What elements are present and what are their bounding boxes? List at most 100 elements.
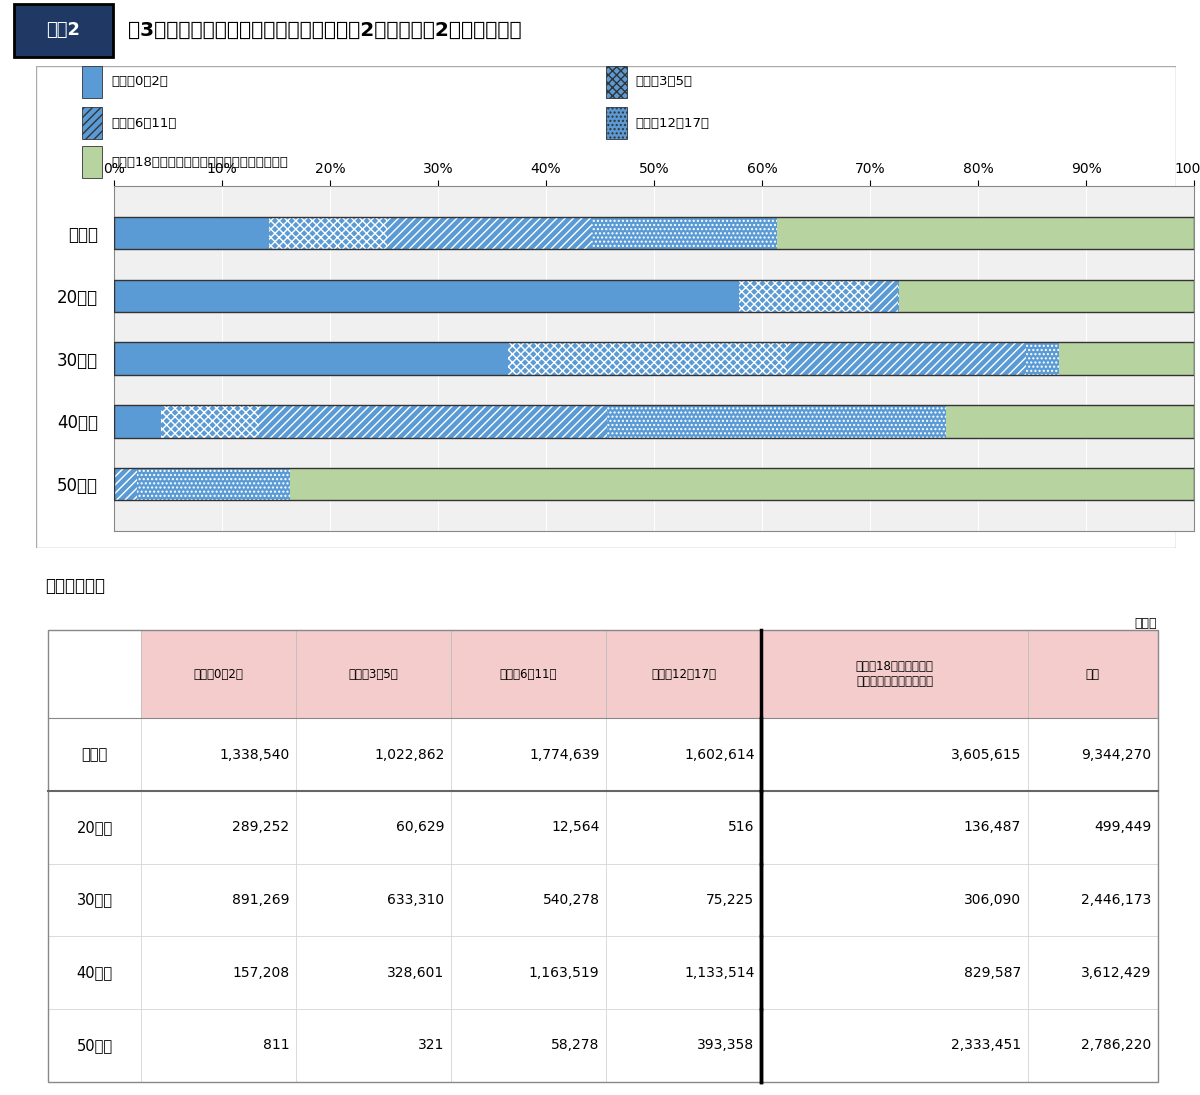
Bar <box>451 718 606 791</box>
Bar <box>48 631 1158 1082</box>
Text: 306,090: 306,090 <box>964 894 1021 907</box>
Bar <box>761 718 1027 791</box>
Text: 第3号被保険者と同居する子ども「末子が2歳以下」は2割に満たない: 第3号被保険者と同居する子ども「末子が2歳以下」は2割に満たない <box>128 21 522 39</box>
Text: 3,605,615: 3,605,615 <box>950 748 1021 762</box>
Text: 499,449: 499,449 <box>1094 820 1151 834</box>
Bar <box>48 718 142 791</box>
Bar <box>142 718 296 791</box>
Text: 516: 516 <box>728 820 755 834</box>
Text: 末子が0～2歳: 末子が0～2歳 <box>193 668 244 681</box>
Bar <box>114 468 1194 500</box>
Bar <box>761 864 1027 936</box>
Text: 321: 321 <box>418 1038 444 1052</box>
Bar <box>1027 791 1158 864</box>
Bar <box>1027 718 1158 791</box>
Text: 1,774,639: 1,774,639 <box>529 748 600 762</box>
Bar <box>142 791 296 864</box>
Bar <box>606 107 626 139</box>
Text: 393,358: 393,358 <box>697 1038 755 1052</box>
Text: 1,338,540: 1,338,540 <box>220 748 289 762</box>
Text: 同居の18歳未満の子な
し・同居の子の有無不詳: 同居の18歳未満の子な し・同居の子の有無不詳 <box>856 660 934 689</box>
Bar <box>114 405 1194 438</box>
Bar <box>48 936 142 1010</box>
Bar <box>606 718 761 791</box>
Text: 829,587: 829,587 <box>964 966 1021 980</box>
Bar <box>296 864 451 936</box>
Bar <box>946 405 1194 438</box>
Text: 30歳代: 30歳代 <box>77 892 113 908</box>
Bar <box>114 343 1194 374</box>
Bar <box>1027 631 1158 718</box>
Bar <box>1027 1010 1158 1082</box>
Bar <box>269 217 386 250</box>
Bar <box>899 279 1194 312</box>
Bar <box>508 343 787 374</box>
Bar <box>137 468 289 500</box>
Bar <box>82 66 102 97</box>
Bar <box>606 864 761 936</box>
Bar <box>48 1010 142 1082</box>
Bar <box>142 1010 296 1082</box>
Text: 3,612,429: 3,612,429 <box>1081 966 1151 980</box>
Text: 合計: 合計 <box>1086 668 1100 681</box>
Bar <box>82 107 102 139</box>
Text: 75,225: 75,225 <box>707 894 755 907</box>
Text: 1,163,519: 1,163,519 <box>529 966 600 980</box>
Text: 540,278: 540,278 <box>542 894 600 907</box>
Bar <box>114 279 739 312</box>
Bar <box>761 936 1027 1010</box>
Bar <box>761 1010 1027 1082</box>
Bar <box>142 631 296 718</box>
Text: 633,310: 633,310 <box>388 894 444 907</box>
Bar <box>761 631 1027 718</box>
Bar <box>14 3 113 57</box>
Bar <box>787 343 1026 374</box>
Text: 末子が6～11歳: 末子が6～11歳 <box>112 117 176 129</box>
Text: 157,208: 157,208 <box>233 966 289 980</box>
Bar <box>606 1010 761 1082</box>
Bar <box>592 217 778 250</box>
Bar <box>82 147 102 178</box>
Text: 末子が12～17歳: 末子が12～17歳 <box>652 668 716 681</box>
Bar <box>607 405 946 438</box>
Text: 328,601: 328,601 <box>388 966 444 980</box>
Bar <box>451 864 606 936</box>
Text: 12,564: 12,564 <box>551 820 600 834</box>
Text: 2,446,173: 2,446,173 <box>1081 894 1151 907</box>
Text: 2,333,451: 2,333,451 <box>950 1038 1021 1052</box>
Bar <box>48 791 142 864</box>
Text: 50歳代: 50歳代 <box>77 1038 113 1053</box>
Bar <box>606 631 761 718</box>
Text: 末子が3～5歳: 末子が3～5歳 <box>349 668 398 681</box>
Bar <box>289 468 1194 500</box>
Bar <box>142 936 296 1010</box>
Bar <box>114 279 1194 312</box>
Text: 811: 811 <box>263 1038 289 1052</box>
Text: 末子が3～5歳: 末子が3～5歳 <box>636 76 692 89</box>
Bar <box>386 217 592 250</box>
Bar <box>451 631 606 718</box>
Bar <box>114 217 269 250</box>
Bar <box>48 864 142 936</box>
Text: 136,487: 136,487 <box>964 820 1021 834</box>
Text: 末子が6～11歳: 末子が6～11歳 <box>500 668 557 681</box>
Bar <box>142 864 296 936</box>
Text: 1,022,862: 1,022,862 <box>374 748 444 762</box>
Text: 同居の18歳未満の子なし・同居の子の有無不詳: 同居の18歳未満の子なし・同居の子の有無不詳 <box>112 155 288 169</box>
Bar <box>296 936 451 1010</box>
Text: 289,252: 289,252 <box>233 820 289 834</box>
Bar <box>1026 343 1058 374</box>
Bar <box>296 791 451 864</box>
Bar <box>161 405 259 438</box>
Bar <box>761 791 1027 864</box>
Bar <box>451 936 606 1010</box>
Text: 全年齢: 全年齢 <box>82 747 108 762</box>
Bar <box>114 405 161 438</box>
Text: 末子が12～17歳: 末子が12～17歳 <box>636 117 709 129</box>
Text: 40歳代: 40歳代 <box>77 965 113 980</box>
Text: 60,629: 60,629 <box>396 820 444 834</box>
Text: 末子が0～2歳: 末子が0～2歳 <box>112 76 168 89</box>
Text: （人）: （人） <box>1134 618 1157 630</box>
Text: （集計結果）: （集計結果） <box>46 577 106 596</box>
Bar <box>296 1010 451 1082</box>
